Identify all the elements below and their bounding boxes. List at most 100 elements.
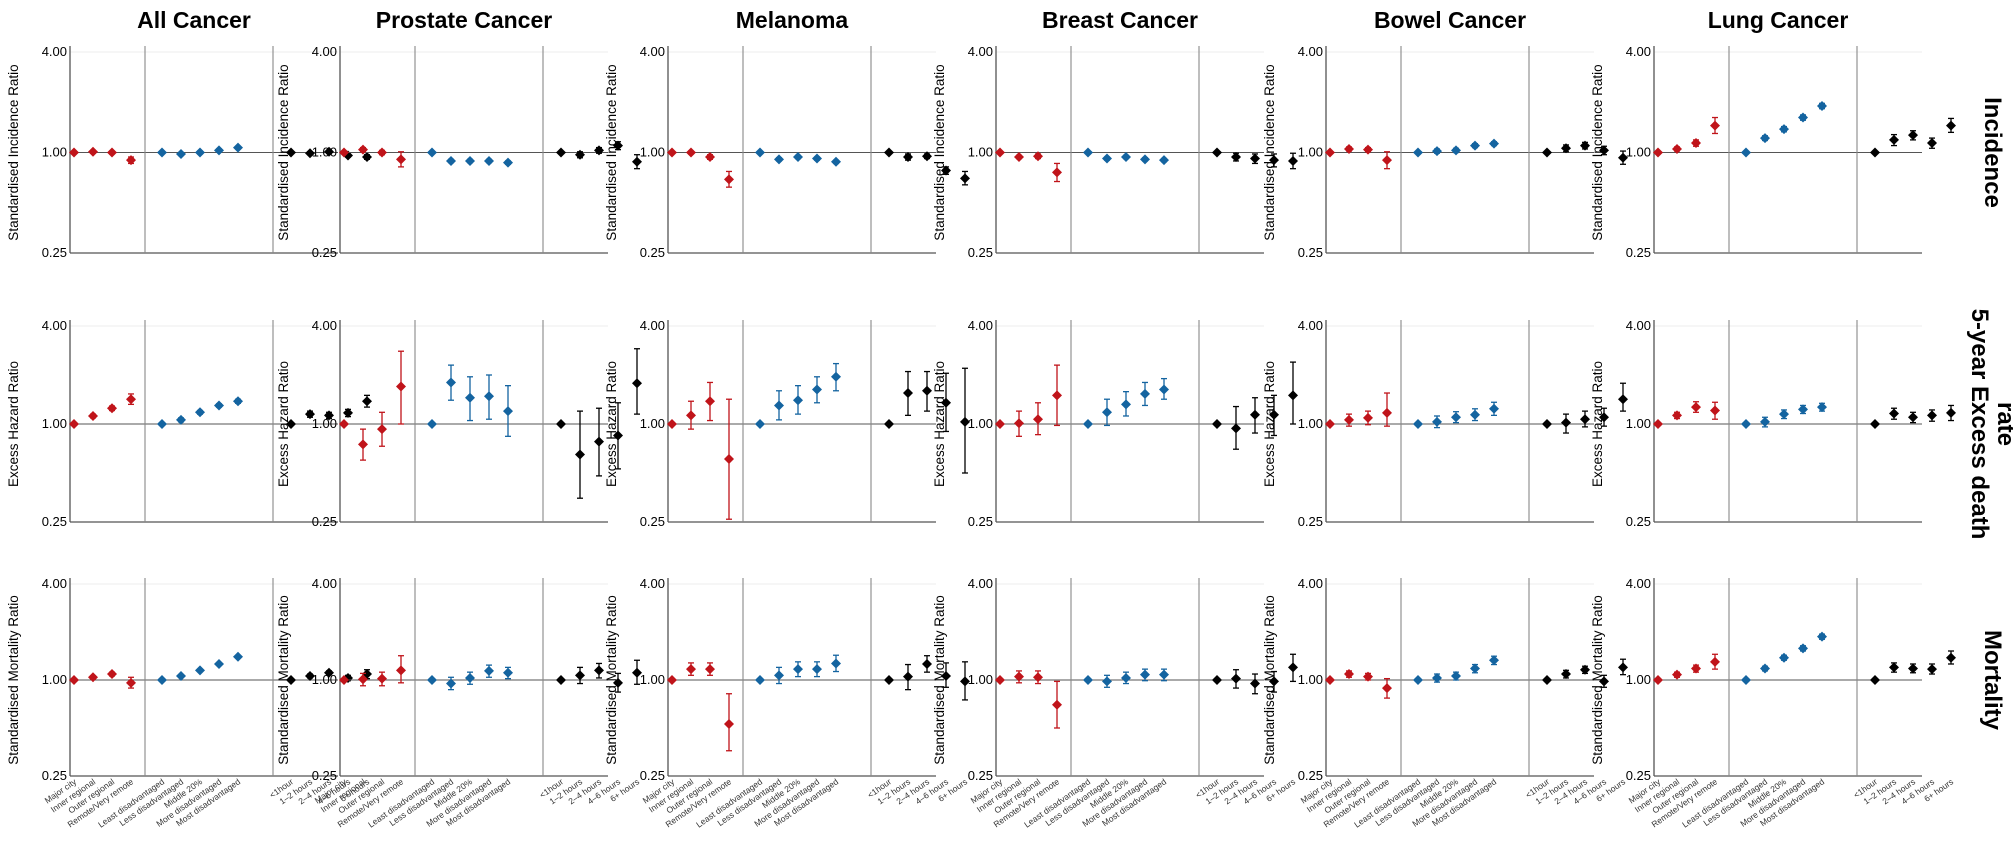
panel-mortality-lung-cancer-ytick-2: 0.25: [1626, 768, 1651, 783]
panel-mortality-melanoma-point-inner-regional: [686, 664, 696, 675]
column-title-melanoma: Melanoma: [736, 7, 849, 33]
panel-mortality-bowel-cancer: 4.00 1.00 0.25 Standardised Mortality Ratio…: [1262, 576, 1628, 830]
panel-mortality-all-cancer-point-most-disadvantaged: [233, 651, 243, 662]
panel-5-year-excess-death-melanoma-point-2-4-hours: [922, 385, 932, 396]
panel-incidence-all-cancer-point-middle-20: [195, 147, 205, 158]
panel-incidence-bowel-cancer-point-6-hours: [1618, 152, 1628, 163]
panel-5-year-excess-death-melanoma-point-inner-regional: [686, 410, 696, 421]
panel-mortality-bowel-cancer-point-1-2-hours: [1561, 669, 1571, 680]
panel-5-year-excess-death-melanoma-point-major-city: [667, 419, 677, 429]
panel-incidence-breast-cancer-ylabel: Standardised Incidence Ratio: [932, 64, 947, 240]
panel-incidence-bowel-cancer-point-middle-20: [1451, 145, 1461, 156]
panel-mortality-lung-cancer-point-4-6-hours: [1927, 664, 1937, 675]
panel-incidence-breast-cancer-point-middle-20: [1121, 151, 1131, 162]
panel-5-year-excess-death-lung-cancer-ytick-1: 1.00: [1626, 416, 1651, 431]
panel-5-year-excess-death-bowel-cancer-point-outer-regional: [1363, 412, 1373, 423]
panel-incidence-all-cancer-point-inner-regional: [88, 146, 98, 157]
panel-incidence-lung-cancer-point-6-hours: [1946, 120, 1956, 131]
panel-5-year-excess-death-bowel-cancer-point-less-disadvantaged: [1432, 416, 1442, 427]
panel-incidence-bowel-cancer-point-inner-regional: [1344, 143, 1354, 154]
panel-mortality-all-cancer-point-1-2-hours: [305, 670, 315, 681]
panel-mortality-breast-cancer-point-1hour: [1212, 675, 1222, 685]
panel-5-year-excess-death-breast-cancer-point-more-disadvantaged: [1140, 388, 1150, 399]
panel-5-year-excess-death-all-cancer-point-major-city: [69, 419, 79, 429]
panel-incidence-all-cancer-point-6-hours: [362, 151, 372, 162]
panel-mortality-lung-cancer-point-6-hours: [1946, 652, 1956, 663]
panel-incidence-lung-cancer-point-1-2-hours: [1889, 134, 1899, 145]
panel-5-year-excess-death-bowel-cancer-point-4-6-hours: [1599, 412, 1609, 423]
panel-mortality-melanoma-ytick-1: 1.00: [640, 672, 665, 687]
panel-incidence-melanoma-ytick-1: 1.00: [640, 145, 665, 160]
panel-5-year-excess-death-all-cancer-point-least-disadvantaged: [157, 419, 167, 429]
panel-5-year-excess-death-prostate-cancer-point-most-disadvantaged: [503, 406, 513, 417]
panel-incidence-all-cancer-point-1-2-hours: [305, 148, 315, 159]
panel-5-year-excess-death-bowel-cancer-point-2-4-hours: [1580, 414, 1590, 425]
panel-5-year-excess-death-bowel-cancer-point-least-disadvantaged: [1413, 419, 1423, 429]
panel-mortality-prostate-cancer-point-4-6-hours: [613, 677, 623, 688]
panel-incidence-melanoma-point-least-disadvantaged: [755, 147, 765, 158]
panel-mortality-all-cancer-point-1hour: [286, 675, 296, 685]
panel-incidence-all-cancer-point-remote-very-remote: [126, 155, 136, 166]
panel-mortality-breast-cancer-ytick-0: 4.00: [968, 576, 993, 591]
panel-incidence-melanoma-point-remote-very-remote: [724, 174, 734, 185]
panel-5-year-excess-death-lung-cancer-ytick-0: 4.00: [1626, 318, 1651, 333]
panel-mortality-breast-cancer-point-most-disadvantaged: [1159, 669, 1169, 680]
panel-incidence-prostate-cancer-point-more-disadvantaged: [484, 155, 494, 166]
panel-5-year-excess-death-all-cancer-point-remote-very-remote: [126, 394, 136, 405]
panel-mortality-prostate-cancer-point-middle-20: [465, 672, 475, 683]
panel-mortality-bowel-cancer-point-6-hours: [1618, 662, 1628, 673]
panel-mortality-prostate-cancer-point-most-disadvantaged: [503, 667, 513, 678]
panel-incidence-melanoma-ytick-2: 0.25: [640, 245, 665, 260]
panel-5-year-excess-death-all-cancer: 4.00 1.00 0.25 Excess Hazard Ratio: [6, 318, 372, 529]
panel-5-year-excess-death-breast-cancer-point-least-disadvantaged: [1083, 419, 1093, 429]
panel-5-year-excess-death-lung-cancer-point-less-disadvantaged: [1760, 416, 1770, 427]
panel-5-year-excess-death-breast-cancer-ylabel: Excess Hazard Ratio: [932, 361, 947, 487]
panel-5-year-excess-death-all-cancer-ytick-2: 0.25: [42, 514, 67, 529]
panel-5-year-excess-death-lung-cancer-ylabel: Excess Hazard Ratio: [1590, 361, 1605, 487]
panel-5-year-excess-death-breast-cancer-point-most-disadvantaged: [1159, 384, 1169, 395]
panel-5-year-excess-death-bowel-cancer-point-middle-20: [1451, 412, 1461, 423]
panel-5-year-excess-death-lung-cancer-point-2-4-hours: [1908, 412, 1918, 423]
panel-5-year-excess-death-prostate-cancer-point-middle-20: [465, 392, 475, 403]
panel-5-year-excess-death-prostate-cancer-ytick-1: 1.00: [312, 416, 337, 431]
panel-mortality-melanoma-point-1hour: [884, 675, 894, 685]
panel-mortality-prostate-cancer-ytick-2: 0.25: [312, 768, 337, 783]
panel-5-year-excess-death-bowel-cancer-point-major-city: [1325, 419, 1335, 429]
column-title-lung-cancer: Lung Cancer: [1708, 7, 1849, 33]
panel-incidence-prostate-cancer-point-6-hours: [632, 156, 642, 167]
panel-incidence-all-cancer-point-less-disadvantaged: [176, 148, 186, 159]
panel-incidence-bowel-cancer-point-remote-very-remote: [1382, 155, 1392, 166]
panel-mortality-all-cancer-point-more-disadvantaged: [214, 658, 224, 669]
panel-5-year-excess-death-lung-cancer-point-least-disadvantaged: [1741, 419, 1751, 429]
panel-incidence-lung-cancer-point-remote-very-remote: [1710, 120, 1720, 131]
panel-mortality-all-cancer-point-least-disadvantaged: [157, 675, 167, 685]
panel-incidence-melanoma-point-more-disadvantaged: [812, 153, 822, 164]
panel-mortality-prostate-cancer-point-outer-regional: [377, 673, 387, 684]
panel-incidence-melanoma-point-4-6-hours: [941, 165, 951, 176]
panel-5-year-excess-death-bowel-cancer-ylabel: Excess Hazard Ratio: [1262, 361, 1277, 487]
panel-5-year-excess-death-prostate-cancer-point-least-disadvantaged: [427, 419, 437, 429]
panel-mortality-bowel-cancer-point-1hour: [1542, 675, 1552, 685]
panel-mortality-all-cancer-point-inner-regional: [88, 672, 98, 683]
panel-incidence-prostate-cancer-point-most-disadvantaged: [503, 157, 513, 168]
panel-5-year-excess-death-all-cancer-point-most-disadvantaged: [233, 396, 243, 407]
panel-5-year-excess-death-melanoma-point-6-hours: [960, 416, 970, 427]
panel-5-year-excess-death-bowel-cancer-point-remote-very-remote: [1382, 407, 1392, 418]
panel-5-year-excess-death-bowel-cancer-point-more-disadvantaged: [1470, 409, 1480, 420]
panel-mortality-bowel-cancer-point-most-disadvantaged: [1489, 655, 1499, 666]
panel-mortality-melanoma-point-most-disadvantaged: [831, 658, 841, 669]
panel-mortality-prostate-cancer: 4.00 1.00 0.25 Standardised Mortality Ratio…: [276, 576, 642, 830]
panel-mortality-melanoma-point-6-hours: [960, 676, 970, 687]
panel-incidence-all-cancer-ytick-2: 0.25: [42, 245, 67, 260]
panel-mortality-prostate-cancer-point-2-4-hours: [594, 665, 604, 676]
panel-incidence-bowel-cancer-ylabel: Standardised Incidence Ratio: [1262, 64, 1277, 240]
panel-incidence-lung-cancer-point-outer-regional: [1691, 138, 1701, 149]
panel-incidence-prostate-cancer-ytick-2: 0.25: [312, 245, 337, 260]
panel-mortality-lung-cancer-ytick-0: 4.00: [1626, 576, 1651, 591]
panel-incidence-lung-cancer-point-more-disadvantaged: [1798, 112, 1808, 123]
panel-incidence-melanoma-ytick-0: 4.00: [640, 44, 665, 59]
panel-5-year-excess-death-lung-cancer-ytick-2: 0.25: [1626, 514, 1651, 529]
panel-incidence-all-cancer-point-major-city: [69, 147, 79, 158]
panel-mortality-lung-cancer-point-2-4-hours: [1908, 663, 1918, 674]
panel-5-year-excess-death-prostate-cancer-point-major-city: [339, 419, 349, 429]
